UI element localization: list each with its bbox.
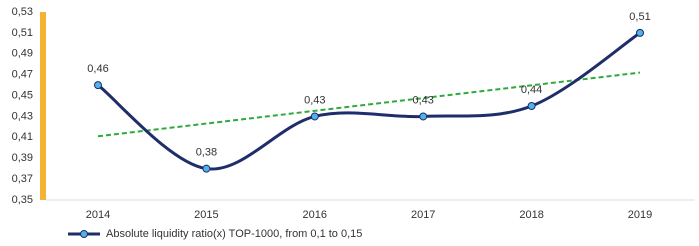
y-tick-label: 0,45 — [12, 89, 33, 101]
x-tick-label: 2015 — [194, 209, 218, 221]
y-tick-label: 0,49 — [12, 48, 33, 60]
data-label: 0,44 — [521, 84, 542, 96]
trend-line — [97, 71, 641, 138]
y-tick-label: 0,43 — [12, 110, 33, 122]
y-tick-label: 0,37 — [12, 173, 33, 185]
data-label: 0,38 — [196, 147, 217, 159]
axis-accent — [40, 12, 46, 200]
point — [94, 81, 102, 90]
y-tick-label: 0,51 — [12, 27, 33, 39]
point — [636, 28, 644, 37]
data-label: 0,46 — [87, 63, 108, 75]
x-tick-label: 2019 — [628, 209, 652, 221]
point — [527, 102, 536, 110]
legend-marker — [80, 230, 88, 238]
x-tick-label: 2017 — [411, 209, 435, 221]
point — [419, 112, 428, 121]
y-tick-label: 0,39 — [12, 152, 33, 164]
y-tick-label: 0,35 — [12, 194, 33, 206]
y-tick-label: 0,53 — [12, 6, 33, 18]
x-tick-label: 2018 — [519, 209, 543, 221]
data-label: 0,43 — [304, 94, 325, 106]
y-tick-label: 0,47 — [12, 69, 33, 81]
data-label: 0,51 — [629, 11, 650, 23]
y-tick-label: 0,41 — [12, 131, 33, 143]
line — [97, 31, 641, 171]
data-label: 0,43 — [412, 94, 433, 106]
legend-label: Absolute liquidity ratio(x) TOP-1000, fr… — [106, 228, 362, 240]
point — [310, 112, 319, 121]
point — [202, 164, 211, 173]
x-tick-label: 2016 — [303, 209, 327, 221]
x-tick-label: 2014 — [86, 209, 110, 221]
